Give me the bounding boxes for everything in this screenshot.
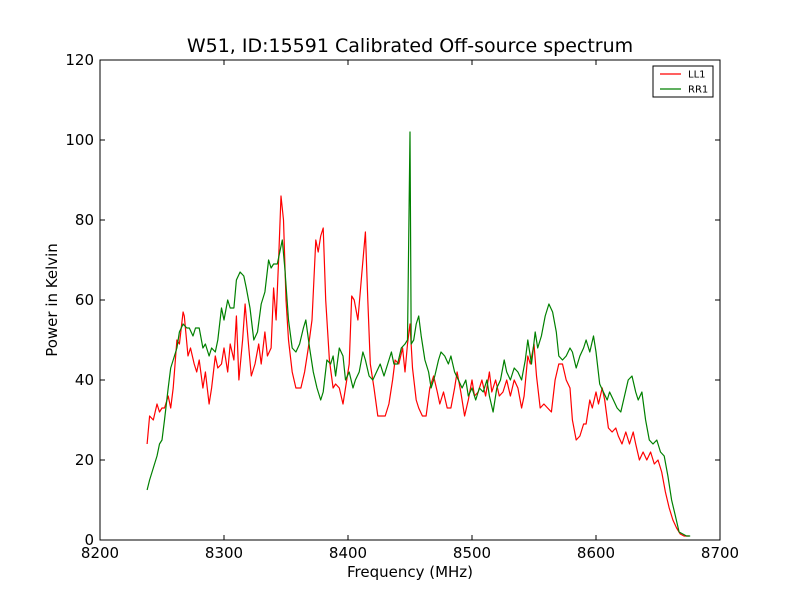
x-tick-label: 8600 [577,544,615,562]
x-tick-label: 8200 [81,544,119,562]
series-line-rr1 [146,131,691,537]
y-tick-label: 20 [75,451,94,469]
series-line-ll1 [146,195,689,537]
series-layer [146,131,691,537]
y-axis-label: Power in Kelvin [43,243,61,357]
legend-label-rr1: RR1 [688,85,708,96]
legend-box [652,65,714,98]
x-axis-label: Frequency (MHz) [347,563,473,581]
x-tick-label: 8300 [205,544,243,562]
chart-title: W51, ID:15591 Calibrated Off-source spec… [187,35,633,57]
y-tick-label: 80 [75,211,94,229]
x-tick-label: 8500 [453,544,491,562]
legend-label-ll1: LL1 [688,70,706,81]
legend: LL1 RR1 [652,65,714,98]
y-tick-label: 60 [75,291,94,309]
y-tick-label: 100 [65,131,94,149]
y-axis: 0 20 40 60 80 100 120 [65,51,720,549]
y-tick-label: 0 [84,531,94,549]
x-axis: 8200 8300 8400 8500 8600 8700 [81,60,739,562]
y-tick-label: 40 [75,371,94,389]
y-tick-label: 120 [65,51,94,69]
x-tick-label: 8700 [701,544,739,562]
x-tick-label: 8400 [329,544,367,562]
